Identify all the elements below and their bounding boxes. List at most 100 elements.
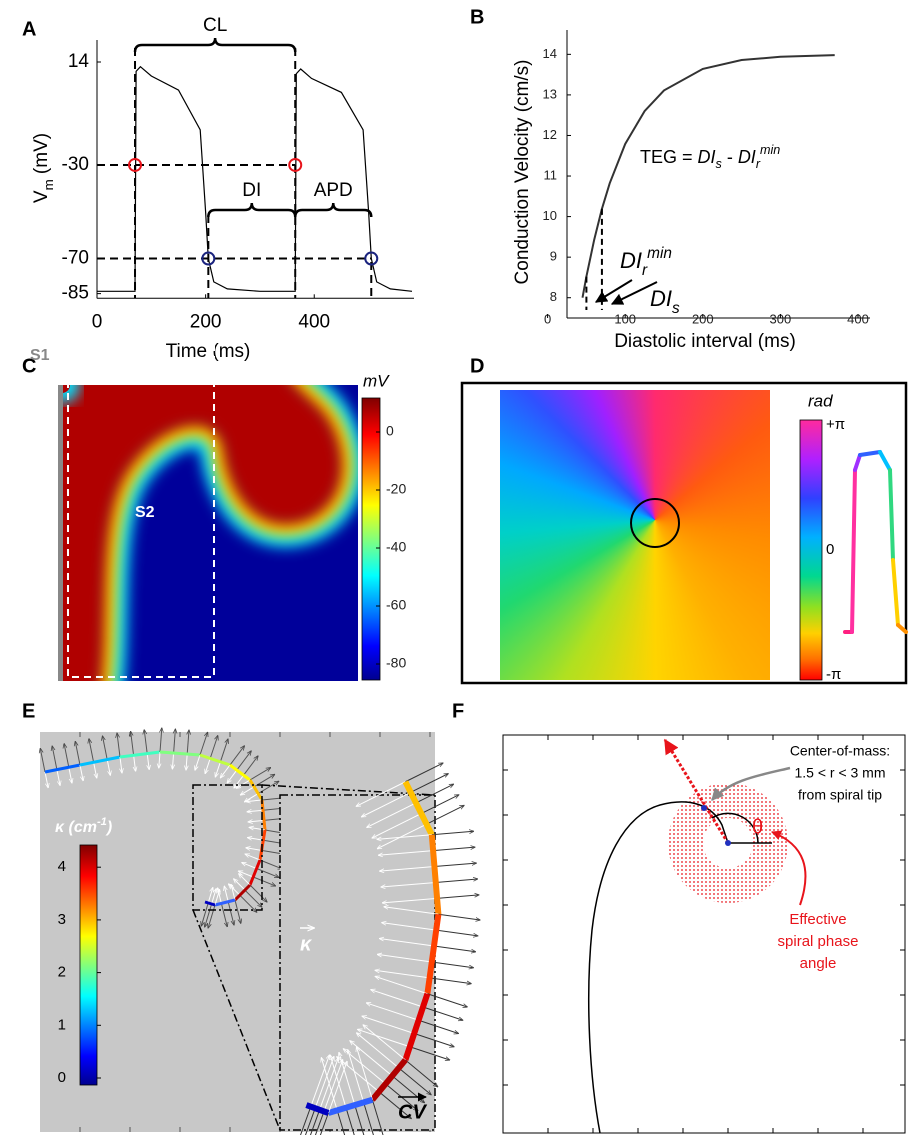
velocity-arrow — [199, 732, 208, 756]
annotation: 1.5 < r < 3 mm — [794, 765, 885, 781]
curvature-arrow — [211, 889, 217, 905]
front-segment — [44, 763, 81, 774]
y-tick-label: 8 — [550, 289, 557, 304]
front-segment — [428, 834, 442, 915]
bracket — [133, 37, 297, 53]
y-tick-label: 12 — [543, 127, 557, 142]
pointer-arrow — [594, 279, 633, 303]
curvature-arrow — [247, 810, 264, 812]
text-part: (mV) — [31, 133, 52, 179]
colorbar-tick-label: +π — [826, 416, 845, 433]
x-tick-label: 0 — [92, 311, 103, 332]
spiral-front — [587, 801, 729, 1134]
velocity-arrow — [117, 733, 121, 758]
curvature-arrow — [356, 781, 406, 807]
y-tick-label: 10 — [543, 208, 557, 223]
panel-label: B — [470, 6, 484, 28]
velocity-arrow — [89, 739, 95, 763]
phase-trace — [850, 468, 857, 634]
curvature-arrow — [357, 1047, 373, 1100]
angle-arc — [711, 812, 759, 844]
annotation: DIs — [650, 286, 680, 317]
crossing-marker — [201, 251, 216, 266]
voltage-map — [62, 385, 358, 681]
text-part: m — [41, 179, 56, 190]
annotation: Effective — [789, 911, 846, 928]
velocity-arrow — [187, 730, 189, 755]
velocity-arrow — [75, 741, 81, 766]
text-part: DI — [698, 147, 716, 167]
x-tick-label: 400 — [298, 311, 330, 332]
front-segment — [402, 992, 431, 1061]
angle-pointer — [771, 830, 807, 906]
text-part: ) — [105, 819, 112, 836]
velocity-arrow — [256, 868, 279, 878]
curvature-arrow — [234, 879, 246, 891]
curvature-arrow — [215, 761, 221, 777]
curvature-arrow — [361, 791, 411, 817]
y-tick-label: -85 — [62, 283, 89, 304]
y-tick-label: 14 — [68, 51, 90, 72]
velocity-arrow — [304, 1108, 316, 1135]
velocity-arrow — [431, 831, 474, 836]
zoom-link — [261, 784, 436, 796]
text-part: min — [760, 143, 780, 157]
colorbar — [79, 844, 98, 1086]
text-part: DI — [650, 286, 672, 311]
velocity-arrow — [174, 729, 176, 754]
y-tick-label: 14 — [543, 46, 557, 61]
y-tick-label: -30 — [62, 154, 89, 175]
wavefront — [62, 385, 343, 681]
velocity-arrow — [236, 751, 251, 771]
curvature-arrow — [380, 866, 435, 872]
colorbar-tick-label: -π — [826, 666, 841, 683]
colorbar-tick-label: -60 — [386, 597, 406, 613]
velocity-arrow — [309, 1109, 321, 1135]
curvature-arrow — [319, 1058, 339, 1110]
crossing-marker — [128, 157, 143, 172]
panel-label: D — [470, 355, 484, 377]
curvature-arrow — [310, 1055, 330, 1107]
vector-label: κ — [300, 933, 313, 955]
annotation: spiral phase — [778, 933, 859, 950]
curvature-arrow — [79, 764, 83, 781]
interval-label: CL — [203, 15, 227, 36]
interval-label: APD — [314, 180, 353, 201]
curvature-arrow — [68, 767, 72, 783]
angle-symbol: θ — [752, 816, 763, 838]
curvature-arrow — [195, 754, 201, 770]
velocity-arrow — [244, 889, 262, 907]
velocity-arrow — [427, 993, 467, 1007]
front-segment — [260, 799, 267, 831]
velocity-arrow — [434, 863, 476, 868]
y-tick-label: 9 — [550, 249, 557, 264]
curvature-arrow — [381, 881, 436, 887]
velocity-arrow — [239, 894, 257, 912]
velocity-arrow — [437, 895, 479, 899]
velocity-arrow — [426, 805, 465, 825]
velocity-arrow — [253, 876, 275, 886]
panel-frame — [460, 381, 908, 685]
velocity-arrow — [220, 903, 227, 926]
y-axis-label: Vm (mV) — [31, 133, 56, 203]
curvature-arrow — [134, 755, 136, 771]
curvature-arrow — [246, 848, 262, 851]
crossing-marker — [364, 251, 379, 266]
velocity-arrow — [405, 1059, 437, 1087]
velocity-arrow — [421, 795, 459, 814]
curvature-arrow — [120, 756, 122, 773]
velocity-arrow — [354, 1104, 365, 1135]
curvature-arrow — [327, 1061, 347, 1114]
curvature-arrow — [377, 823, 427, 849]
velocity-arrow — [208, 904, 216, 928]
velocity-arrow — [405, 763, 443, 783]
velocity-arrow — [415, 784, 454, 804]
text-part: - — [722, 147, 738, 167]
curvature-arrow — [372, 813, 422, 839]
pointer-arrow — [610, 281, 658, 305]
curvature-arrow — [366, 1003, 419, 1021]
front-segment — [79, 755, 121, 767]
bracket — [207, 202, 297, 218]
curvature-arrow — [93, 762, 97, 778]
curvature-arrow — [382, 923, 437, 931]
